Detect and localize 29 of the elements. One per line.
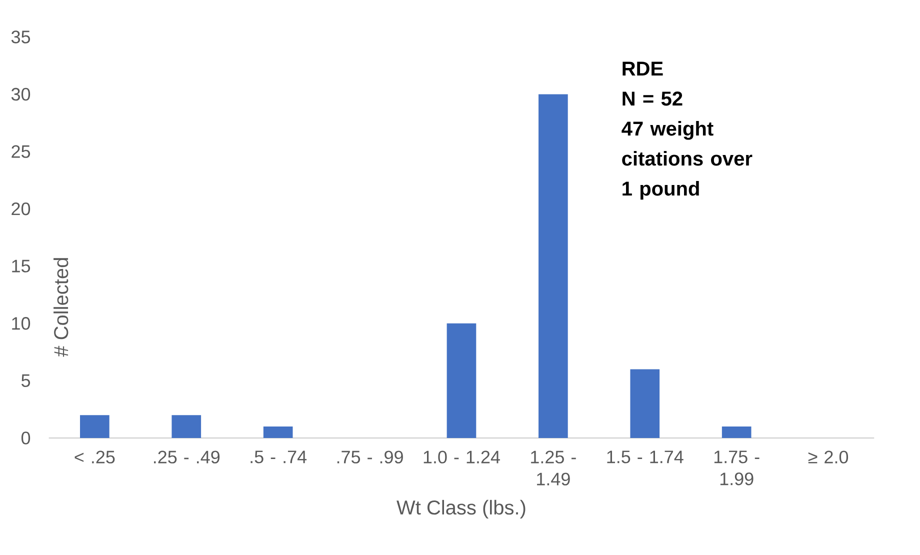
bar [263,426,293,438]
x-tick-label: 1.5 - 1.74 [607,450,684,464]
y-tick-label: 5 [21,374,30,387]
annotation: RDE [622,62,663,76]
x-tick-label: .5 - .74 [250,450,307,464]
y-axis-title: # Collected [54,258,68,357]
bar [538,94,568,438]
bar [722,426,752,438]
annotation: 47 weight citations over 1 pound [622,121,752,200]
bar [630,369,660,438]
y-tick-label: 20 [12,202,30,216]
x-tick-label: 1.75 - 1.99 [714,450,760,486]
x-tick-label: ≥ 2.0 [808,450,848,464]
x-tick-label: < .25 [74,450,115,464]
x-tick-label: 1.0 - 1.24 [424,450,500,464]
x-tick-label: 1.25 - 1.49 [531,450,576,486]
y-tick-label: 35 [11,30,30,44]
y-tick-label: 10 [12,317,30,330]
x-axis-title: Wt Class (lbs.) [396,500,526,519]
bar [446,323,476,438]
bar [172,415,202,438]
y-tick-label: 15 [12,260,30,272]
bar [80,415,110,438]
y-tick-label: 30 [11,88,30,101]
y-tick-label: 25 [12,145,30,158]
x-tick-label: .25 - .49 [154,450,220,464]
x-tick-label: .75 - .99 [337,450,403,464]
annotation: N = 52 [622,92,682,106]
y-tick-label: 0 [21,432,30,444]
